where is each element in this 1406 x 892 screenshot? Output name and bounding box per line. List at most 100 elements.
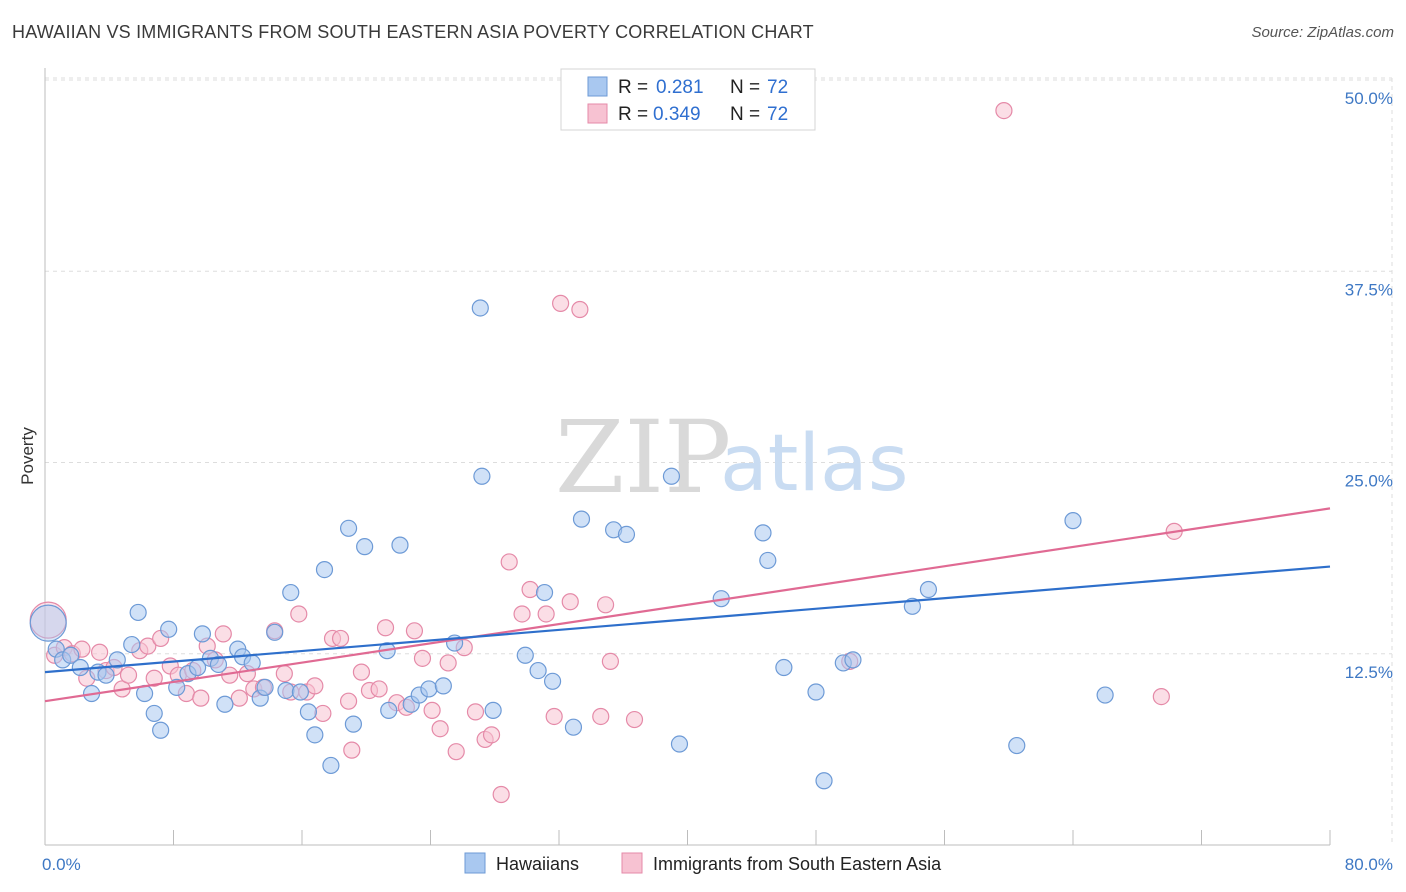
immigrants-point-22 (214, 625, 232, 643)
hawaiians-point-56 (617, 525, 636, 544)
immigrants-point-50 (447, 743, 465, 761)
hawaiians-point-28 (277, 681, 295, 700)
hawaiians-point-53 (564, 718, 583, 736)
legend-n-label-1: N = (730, 77, 760, 98)
hawaiians-point-71 (1096, 686, 1114, 704)
hawaiians-point-37 (356, 538, 374, 556)
x-tick-labels: 0.0% 80.0% (42, 855, 1393, 874)
hawaiians-point-48 (484, 701, 502, 719)
immigrants-point-60 (545, 707, 563, 726)
immigrants-point-61 (552, 294, 570, 312)
immigrants-point-38 (343, 741, 361, 759)
hawaiians-point-29 (282, 583, 300, 602)
immigrants-point-45 (405, 622, 424, 640)
watermark-atlas: atlas (720, 419, 909, 509)
watermark: ZIP atlas (555, 399, 909, 516)
hawaiians-point-69 (1008, 736, 1026, 755)
legend-swatch-blue (587, 76, 608, 97)
legend-box: R = 0.281 N = 72 R = 0.349 N = 72 (560, 68, 816, 131)
immigrants-point-33 (306, 677, 324, 695)
hawaiians-point-39 (380, 701, 398, 719)
hawaiians-point-15 (168, 678, 186, 697)
hawaiians-point-33 (315, 560, 334, 579)
hawaiians-point-0 (29, 604, 67, 642)
legend-swatch-pink (587, 103, 608, 124)
legend-r-value-2: 0.349 (653, 104, 701, 125)
hawaiians-point-27 (266, 623, 284, 641)
immigrants-point-52 (466, 703, 485, 721)
hawaiians-point-60 (754, 524, 772, 542)
immigrants-point-66 (601, 652, 620, 671)
immigrants-point-31 (290, 605, 308, 623)
legend-n-label-2: N = (730, 104, 760, 125)
y-tick-label-0: 12.5% (1345, 663, 1393, 682)
hawaiians-point-44 (434, 677, 452, 695)
hawaiians-point-46 (471, 299, 489, 317)
hawaiians-point-13 (152, 721, 170, 739)
immigrants-point-49 (439, 654, 457, 672)
hawaiians-point-20 (209, 655, 228, 674)
trend-line-immigrants (44, 507, 1331, 703)
immigrants-point-39 (352, 663, 371, 681)
hawaiians-point-47 (473, 467, 491, 485)
immigrants-point-67 (625, 710, 644, 729)
y-tick-label-2: 37.5% (1345, 280, 1393, 299)
hawaiians-point-50 (529, 661, 547, 680)
trend-lines (44, 507, 1331, 703)
immigrants-point-65 (596, 596, 615, 614)
immigrants-point-47 (423, 701, 441, 719)
hawaiians-point-7 (97, 666, 115, 684)
y-tick-label-1: 25.0% (1345, 472, 1393, 491)
y-tick-labels: 12.5% 25.0% 37.5% 50.0% (1345, 89, 1393, 682)
hawaiians-point-40 (391, 536, 409, 554)
legend-n-value-2: 72 (767, 104, 788, 125)
immigrants-point-54 (482, 726, 501, 744)
watermark-zip: ZIP (555, 399, 731, 516)
immigrants-point-13 (145, 669, 163, 687)
immigrants-point-19 (192, 689, 210, 707)
legend-r-value-1: 0.281 (656, 77, 704, 98)
hawaiians-point-43 (420, 680, 438, 698)
hawaiians-point-61 (759, 551, 777, 570)
hawaiians-point-30 (291, 683, 309, 701)
immigrants-point-24 (230, 689, 248, 707)
hawaiians-point-4 (71, 658, 89, 677)
legend-n-value-1: 72 (767, 77, 788, 98)
hawaiians-point-62 (775, 658, 793, 677)
immigrants-point-71 (995, 101, 1013, 120)
immigrants-point-62 (561, 593, 579, 611)
y-tick-label-3: 50.0% (1345, 89, 1393, 108)
immigrants-point-6 (91, 643, 109, 661)
immigrants-point-59 (537, 605, 555, 623)
immigrants-point-58 (521, 580, 539, 599)
source-credit: Source: ZipAtlas.com (1251, 24, 1394, 41)
immigrants-point-69 (1152, 687, 1170, 706)
hawaiians-point-8 (108, 651, 126, 669)
hawaiians-point-21 (216, 695, 234, 713)
y-axis-label: Poverty (18, 427, 37, 485)
immigrants-point-41 (370, 680, 388, 698)
hawaiians-point-67 (903, 597, 921, 615)
immigrants-point-63 (571, 300, 589, 319)
hawaiians-point-31 (299, 703, 318, 721)
hawaiians-point-12 (145, 704, 163, 723)
immigrants-point-46 (413, 649, 432, 667)
hawaiians-point-64 (815, 772, 833, 790)
trend-line-hawaiians (44, 565, 1331, 674)
x-tick-label-1: 80.0% (1345, 855, 1393, 874)
hawaiians-point-52 (543, 672, 562, 690)
immigrants-point-10 (119, 666, 138, 684)
bottom-legend-swatch-hawaiians (464, 852, 486, 874)
bottom-legend-swatch-immigrants (621, 852, 643, 874)
hawaiians-point-3 (62, 646, 80, 664)
hawaiians-point-10 (129, 603, 147, 622)
hawaiians-point-63 (807, 683, 825, 701)
hawaiians-point-26 (256, 678, 274, 697)
axes (44, 68, 1331, 846)
legend-r-label-1: R = (618, 77, 648, 98)
chart-title: HAWAIIAN VS IMMIGRANTS FROM SOUTH EASTER… (12, 22, 814, 42)
hawaiians-point-34 (322, 756, 340, 775)
hawaiians-point-57 (662, 467, 681, 485)
immigrants-point-56 (500, 553, 518, 571)
